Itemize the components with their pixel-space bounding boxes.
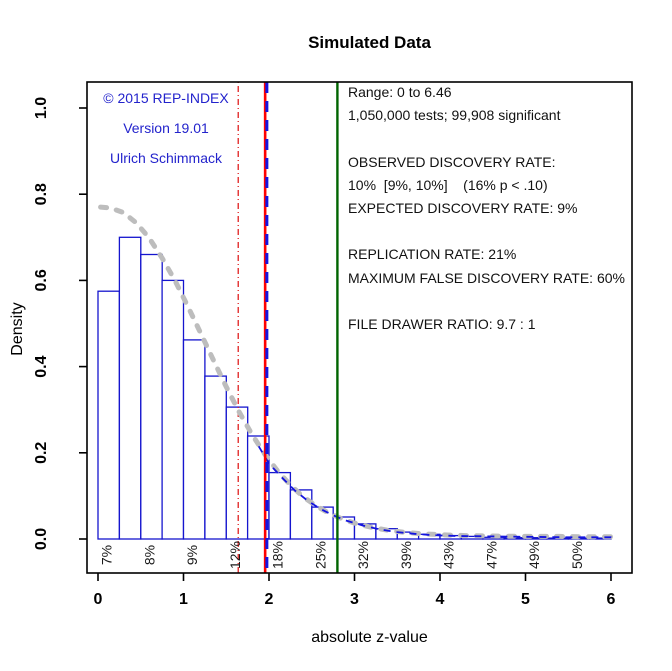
power-label-10: 49% <box>526 541 542 569</box>
stats-line-4: 10% [9%, 10%] (16% p < .10) <box>348 176 548 193</box>
stats-line-0: Range: 0 to 6.46 <box>348 84 452 100</box>
histogram-bar-3 <box>161 279 185 540</box>
power-label-2: 9% <box>184 545 200 565</box>
y-tick-label-5: 1.0 <box>33 97 50 119</box>
power-label-7: 39% <box>398 541 414 569</box>
plot-box <box>86 81 633 574</box>
stats-line-10: FILE DRAWER RATIO: 9.7 : 1 <box>348 315 536 332</box>
power-label-9: 47% <box>483 541 499 569</box>
x-tick-label-0: 0 <box>94 591 103 608</box>
stats-line-3: OBSERVED DISCOVERY RATE: <box>348 153 556 170</box>
stats-line-7: REPLICATION RATE: 21% <box>348 246 517 263</box>
y-tick-label-4: 0.8 <box>33 183 50 205</box>
x-tick-label-5: 5 <box>521 591 530 608</box>
power-label-4: 18% <box>270 541 286 569</box>
chart-title: Simulated Data <box>308 33 431 52</box>
stats-line-8: MAXIMUM FALSE DISCOVERY RATE: 60% <box>348 269 625 286</box>
y-tick-label-0: 0.0 <box>33 528 50 550</box>
stats-line-9 <box>348 293 648 316</box>
power-label-11: 50% <box>569 541 585 569</box>
histogram-bar-5 <box>204 375 227 540</box>
credit-line-author: Ulrich Schimmack <box>109 150 222 166</box>
x-tick-label-4: 4 <box>436 591 445 608</box>
power-label-0: 7% <box>99 545 115 565</box>
gray-density-curve <box>98 204 614 540</box>
histogram-bar-9 <box>289 489 313 540</box>
histogram-bar-6 <box>225 406 249 540</box>
stats-line-5: EXPECTED DISCOVERY RATE: 9% <box>348 199 578 216</box>
y-tick-label-3: 0.6 <box>33 269 50 291</box>
stats-line-2 <box>348 130 648 153</box>
power-label-8: 43% <box>441 541 457 569</box>
credit-block: © 2015 REP-INDEX Version 19.01 Ulrich Sc… <box>95 83 237 173</box>
histogram-bar-2 <box>140 253 163 540</box>
blue-fit-curve <box>257 445 618 540</box>
stats-block: Range: 0 to 6.46 1,050,000 tests; 99,908 … <box>348 84 648 339</box>
stats-line-6 <box>348 223 648 246</box>
credit-line-version: Version 19.01 <box>123 120 209 136</box>
power-label-6: 32% <box>355 541 371 569</box>
credit-line-copyright: © 2015 REP-INDEX <box>103 90 229 106</box>
power-label-3: 12% <box>227 541 243 569</box>
histogram-bar-4 <box>182 339 206 540</box>
y-tick-label-1: 0.2 <box>33 442 50 464</box>
x-tick-label-6: 6 <box>607 591 616 608</box>
stats-line-1: 1,050,000 tests; 99,908 significant <box>348 107 561 124</box>
y-tick-label-2: 0.4 <box>33 355 50 377</box>
x-tick-label-1: 1 <box>179 591 188 608</box>
x-tick-label-2: 2 <box>265 591 274 608</box>
power-label-5: 25% <box>312 541 328 569</box>
x-axis-label: absolute z-value <box>311 629 428 646</box>
power-label-1: 8% <box>141 545 157 565</box>
histogram-bar-0 <box>97 290 121 540</box>
histogram-bar-1 <box>118 236 142 540</box>
y-axis-label: Density <box>9 302 26 356</box>
x-tick-label-3: 3 <box>350 591 359 608</box>
